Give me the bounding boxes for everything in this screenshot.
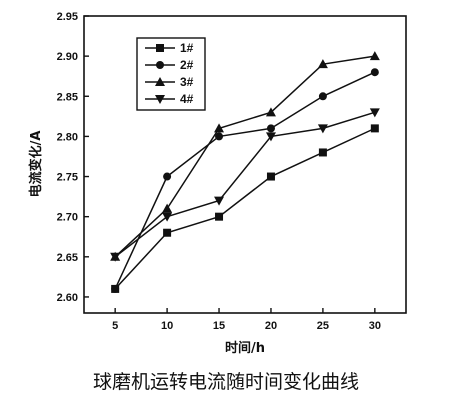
data-point [214, 123, 225, 133]
data-point [317, 124, 328, 134]
series-line [114, 111, 376, 258]
data-point [266, 124, 275, 133]
legend-marker [156, 44, 164, 52]
series-line [114, 55, 375, 258]
data-point [215, 212, 224, 221]
data-point [318, 92, 327, 101]
legend-marker [155, 77, 165, 86]
x-axis-title: 时间/h [225, 340, 265, 356]
y-tick-label: 2.95 [57, 11, 78, 23]
data-point [162, 212, 173, 222]
y-tick-label: 2.80 [57, 131, 78, 143]
chart-caption: 球磨机运转电流随时间变化曲线 [93, 371, 359, 393]
legend-label: 4# [180, 92, 194, 106]
data-point [370, 68, 379, 77]
legend-marker [156, 61, 164, 69]
data-point [163, 228, 172, 237]
y-axis-title: 电流变化/A [28, 131, 44, 198]
data-point [369, 51, 380, 61]
plot-frame [83, 15, 407, 314]
legend-label: 1# [180, 41, 194, 55]
y-tick-label: 2.70 [57, 212, 78, 224]
legend-label: 2# [180, 58, 194, 72]
legend-marker [155, 95, 165, 104]
data-point [317, 59, 328, 69]
data-point [265, 132, 276, 142]
legend: 1# 2# 3# 4# [136, 37, 206, 111]
series-lines [110, 51, 380, 293]
y-tick-label: 2.65 [57, 252, 78, 264]
series-3 [110, 51, 380, 261]
data-point [265, 107, 276, 117]
x-tick-label: 15 [213, 320, 225, 332]
y-tick-label: 2.90 [57, 51, 78, 63]
y-tick-label: 2.85 [57, 91, 78, 103]
y-tick-label: 2.60 [57, 292, 78, 304]
axis-ticks: 5 10 15 20 25 30 2.60 2.65 2.70 2.75 2.80 2.85 2.90 2… [57, 11, 381, 332]
data-point [110, 252, 121, 262]
x-tick-label: 30 [369, 320, 381, 332]
x-tick-label: 20 [265, 320, 277, 332]
legend-box [136, 37, 206, 111]
series-line [114, 127, 376, 290]
data-point [163, 172, 172, 181]
data-point [215, 132, 224, 141]
series-2 [111, 68, 379, 293]
y-tick-label: 2.75 [57, 172, 78, 184]
series-1 [111, 124, 379, 293]
data-point [318, 148, 327, 157]
legend-label: 3# [180, 75, 194, 89]
series-4 [110, 108, 380, 262]
x-tick-label: 10 [161, 320, 173, 332]
data-point [214, 196, 225, 206]
data-point [162, 203, 173, 213]
data-point [370, 124, 379, 133]
data-point [369, 108, 380, 118]
x-tick-label: 5 [112, 320, 118, 332]
x-tick-label: 25 [317, 320, 329, 332]
data-point [111, 284, 120, 293]
data-point [266, 172, 275, 181]
series-line [114, 71, 376, 290]
